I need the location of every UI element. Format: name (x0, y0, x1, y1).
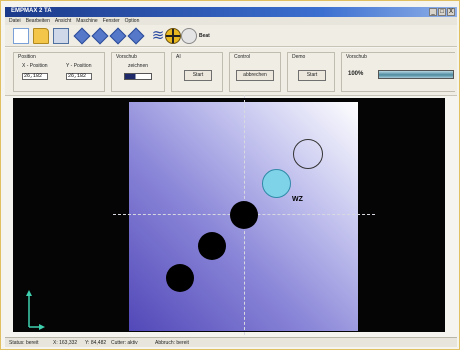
status-cutter: Cutter: aktiv (111, 340, 138, 346)
ai-start-button[interactable]: Start (184, 70, 212, 81)
maximize-button[interactable]: □ (438, 8, 446, 16)
vorschub-left-label: Vorschub (116, 54, 137, 60)
demo-group: Demo Start (287, 52, 335, 92)
ai-group: AI Start (171, 52, 223, 92)
hole-selected[interactable] (262, 169, 291, 198)
position-group-label: Position (18, 54, 36, 60)
workpiece-label: WZ (292, 196, 303, 203)
hole-drilled[interactable] (198, 232, 226, 260)
y-position-label: Y - Position (66, 63, 92, 69)
status-state: Status: bereit (9, 340, 39, 346)
vorschub-left-group: Vorschub zeichnen (111, 52, 165, 92)
crosshair-icon[interactable] (165, 28, 181, 44)
status-x: X: 163,332 (53, 340, 78, 346)
ai-label: AI (176, 54, 181, 60)
hole-drilled[interactable] (230, 201, 258, 229)
globe-icon[interactable] (181, 28, 197, 44)
gear-icon[interactable]: ≋ (151, 27, 165, 44)
open-folder-icon[interactable] (33, 28, 49, 44)
diamond-icon[interactable] (109, 27, 127, 45)
x-position-field[interactable]: 26,182 (22, 73, 48, 80)
diamond-icon[interactable] (127, 27, 145, 45)
close-button[interactable]: X (447, 8, 455, 16)
position-group: Position X - Position Y - Position 26,18… (13, 52, 105, 92)
hole-drilled[interactable] (166, 264, 194, 292)
diamond-icon[interactable] (91, 27, 109, 45)
new-document-icon[interactable] (13, 28, 29, 44)
control-group: Control abbrechen (229, 52, 281, 92)
vorschub-progress-bar[interactable] (378, 70, 454, 79)
axis-indicator-icon (26, 290, 45, 330)
menu-datei[interactable]: Datei (9, 18, 21, 24)
vorschub-right-label: Vorschub (346, 54, 367, 60)
menu-bar: Datei Bearbeiten Ansicht Maschine Fenste… (5, 17, 457, 25)
zeichnen-label: zeichnen (128, 63, 149, 69)
save-icon[interactable] (53, 28, 69, 44)
y-position-field[interactable]: 26,182 (66, 73, 92, 80)
status-extra: Abbruch: bereit (155, 340, 189, 346)
demo-start-button[interactable]: Start (298, 70, 326, 81)
control-label: Control (234, 54, 251, 60)
vorschub-percent: 100% (348, 71, 364, 77)
minimize-button[interactable]: _ (429, 8, 437, 16)
status-y: Y: 84,482 (85, 340, 107, 346)
x-position-label: X - Position (22, 63, 48, 69)
toolbar: ≋ Beat (5, 25, 457, 47)
menu-ansicht[interactable]: Ansicht (54, 18, 72, 24)
vorschub-progress-fill (379, 71, 453, 78)
diamond-icon[interactable] (73, 27, 91, 45)
status-bar: Status: bereit X: 163,332 Y: 84,482 Cutt… (5, 337, 457, 347)
menu-option[interactable]: Option (124, 18, 140, 24)
menu-maschine[interactable]: Maschine (76, 18, 98, 24)
window-title: EMPMAX 2 TA (11, 8, 52, 14)
abbrechen-button[interactable]: abbrechen (236, 70, 274, 81)
menu-fenster[interactable]: Fenster (102, 18, 120, 24)
menu-bearbeiten[interactable]: Bearbeiten (25, 18, 50, 24)
title-bar: EMPMAX 2 TA _ □ X (5, 7, 457, 17)
hole-outline[interactable] (293, 139, 323, 169)
vorschub-left-slider[interactable] (124, 73, 152, 80)
demo-label: Demo (292, 54, 306, 60)
vorschub-right-group: Vorschub 100% (341, 52, 455, 92)
toolbar-end-label: Beat (199, 33, 210, 39)
control-strip: Position X - Position Y - Position 26,18… (5, 48, 457, 96)
